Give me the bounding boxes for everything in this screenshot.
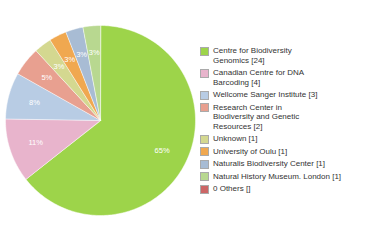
svg-text:3%: 3% — [76, 50, 87, 59]
svg-text:3%: 3% — [64, 55, 75, 64]
html-text:Canadian Centre for DNA Barcod: Canadian Centre for DNA Barcoding [4] — [213, 68, 305, 87]
html-text:0 Others []: 0 Others [] — [213, 184, 251, 194]
html-text:Research Center in Biodiversit: Research Center in Biodiversity and Gene… — [213, 102, 300, 131]
html-text:University of Oulu [1]: University of Oulu [1] — [213, 146, 288, 156]
svg-text:8%: 8% — [29, 98, 40, 107]
html-text:Unknown [1]: Unknown [1] — [213, 134, 258, 144]
html-text:Naturalis Biodiversity Center: Naturalis Biodiversity Center [1] — [213, 159, 325, 169]
svg-text:65%: 65% — [155, 146, 170, 155]
svg-text:3%: 3% — [89, 48, 100, 57]
svg-text:5%: 5% — [41, 73, 52, 82]
svg-text:3%: 3% — [54, 62, 65, 71]
svg-text:11%: 11% — [28, 138, 43, 147]
html-text:Wellcome Sanger Institute [3]: Wellcome Sanger Institute [3] — [213, 90, 318, 100]
html-text:Centre for Biodiversity Genomi: Centre for Biodiversity Genomics [24] — [213, 46, 292, 65]
html-text:Natural History Museum. London: Natural History Museum. London [1] — [213, 171, 342, 181]
